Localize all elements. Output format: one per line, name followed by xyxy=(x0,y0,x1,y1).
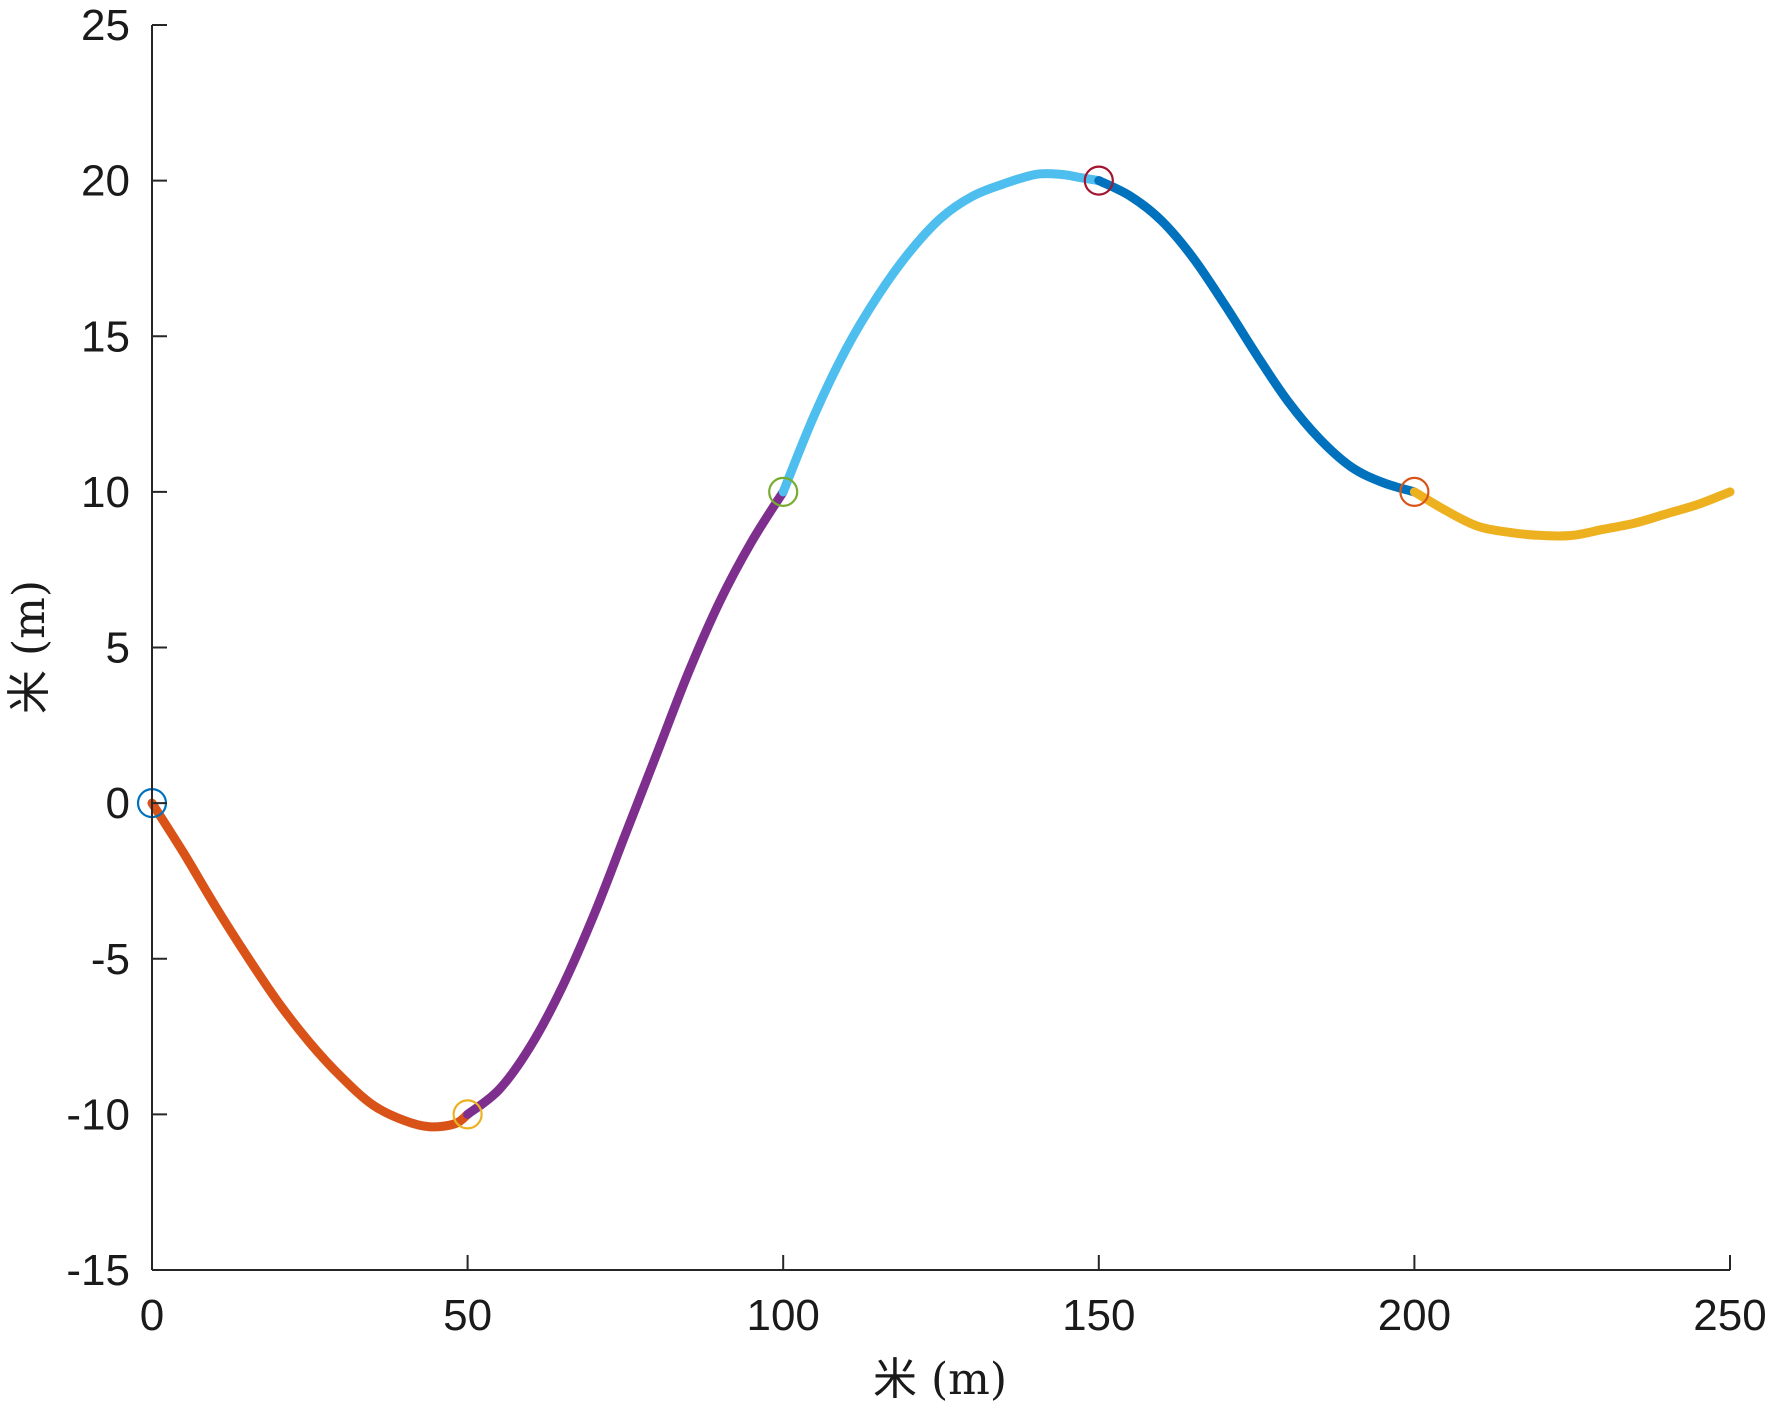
waypoint-marker-4 xyxy=(1083,165,1114,196)
curve-segment-4 xyxy=(1094,176,1419,497)
line-segments xyxy=(147,169,1735,1132)
curve-segment-2 xyxy=(463,487,788,1119)
waypoint-marker-2 xyxy=(452,1099,483,1130)
y-axis-label: 米 (m) xyxy=(4,580,55,714)
x-tick-label: 250 xyxy=(1693,1291,1766,1340)
y-tick-label: -5 xyxy=(91,935,130,984)
axes xyxy=(151,25,1730,1271)
x-ticks: 0 50 100 150 200 250 xyxy=(140,1255,1767,1340)
waypoint-markers xyxy=(136,165,1430,1130)
y-tick-label: 15 xyxy=(81,312,130,361)
y-tick-label: 5 xyxy=(106,624,130,673)
x-tick-label: 200 xyxy=(1378,1291,1451,1340)
x-tick-label: 100 xyxy=(746,1291,819,1340)
y-tick-label: 20 xyxy=(81,157,130,206)
curve-segment-3 xyxy=(778,169,1104,497)
y-ticks: -15 -10 -5 0 5 10 15 20 25 xyxy=(66,1,167,1295)
curve-segment-1 xyxy=(147,798,473,1132)
x-tick-label: 150 xyxy=(1062,1291,1135,1340)
x-axis-label: 米 (m) xyxy=(873,1354,1007,1404)
y-tick-label: 25 xyxy=(81,1,130,50)
curve-segment-5 xyxy=(1409,487,1735,541)
y-tick-label: 0 xyxy=(106,779,130,828)
x-tick-label: 0 xyxy=(140,1291,164,1340)
y-tick-label: -10 xyxy=(66,1090,130,1139)
waypoint-marker-5 xyxy=(1399,476,1430,507)
waypoint-marker-3 xyxy=(768,476,799,507)
y-tick-label: 10 xyxy=(81,468,130,517)
y-tick-label: -15 xyxy=(66,1246,130,1295)
x-tick-label: 50 xyxy=(443,1291,492,1340)
